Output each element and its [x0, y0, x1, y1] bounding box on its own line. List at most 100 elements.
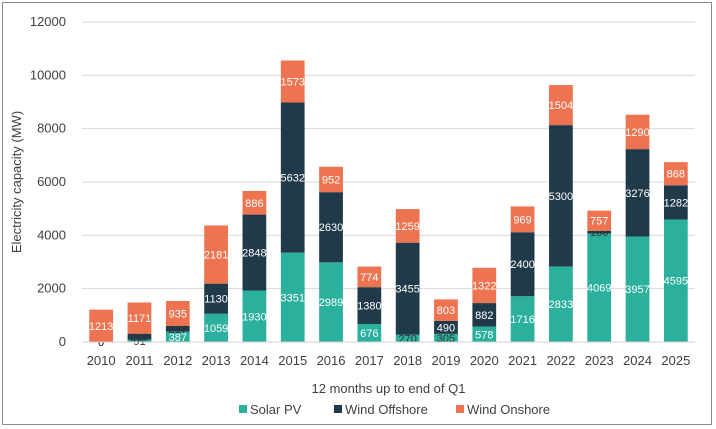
- legend-item: Solar PV: [239, 402, 302, 417]
- x-tick-label: 2017: [355, 353, 384, 368]
- bar-segment-wind-offshore: [663, 185, 688, 220]
- bar-segment-solar-pv: [242, 290, 267, 342]
- x-tick-label: 2023: [585, 353, 614, 368]
- data-label: 969: [513, 214, 531, 226]
- data-label: 757: [590, 216, 608, 228]
- bar-stack-2018: 270 3455 1259: [395, 209, 420, 345]
- bar-stack-2021: 1716 2400 969: [510, 206, 535, 342]
- bar-segment-wind-offshore: [549, 125, 573, 267]
- data-label: 1290: [625, 127, 649, 139]
- legend-swatch: [239, 405, 247, 413]
- y-tick-label: 2000: [37, 281, 66, 296]
- bar-segment-wind-onshore: [625, 114, 650, 150]
- data-label: 868: [667, 169, 685, 181]
- bar-segment-wind-offshore: [510, 232, 535, 297]
- bar-segment-wind-onshore: [242, 190, 267, 215]
- x-tick-label: 2022: [546, 353, 575, 368]
- x-tick-label: 2021: [508, 353, 537, 368]
- legend-label: Solar PV: [250, 402, 302, 417]
- bar-segment-solar-pv: [357, 323, 382, 342]
- data-label: 1059: [204, 323, 228, 335]
- bar-segment-solar-pv: [204, 313, 228, 342]
- bar-segment-solar-pv: [472, 326, 497, 342]
- data-label: 1130: [204, 294, 228, 306]
- y-tick-label: 4000: [37, 227, 66, 242]
- bar-segment-solar-pv: [127, 339, 152, 342]
- legend-label: Wind Onshore: [467, 402, 550, 417]
- data-label: 1380: [357, 301, 381, 313]
- data-label: 3276: [625, 188, 649, 200]
- bar-segment-solar-pv: [625, 236, 650, 342]
- bar-segment-wind-onshore: [510, 206, 535, 233]
- bar-segment-wind-offshore: [280, 102, 305, 253]
- x-tick-label: 2015: [278, 353, 307, 368]
- data-label: 774: [360, 272, 378, 284]
- bar-segment-wind-offshore: [127, 333, 152, 340]
- bar-segment-solar-pv: [280, 252, 305, 342]
- data-label: 3957: [625, 284, 649, 296]
- y-tick-label: 8000: [37, 121, 66, 136]
- bar-segment-wind-offshore: [242, 214, 267, 291]
- bar-segment-wind-offshore: [472, 303, 497, 327]
- data-label: 2630: [319, 222, 343, 234]
- bar-segment-wind-onshore: [127, 302, 152, 334]
- bar-segment-solar-pv: [434, 333, 458, 342]
- bar-segment-solar-pv: [510, 296, 535, 342]
- legend-swatch: [334, 405, 342, 413]
- data-label: 2833: [549, 299, 573, 311]
- data-label: 219: [130, 332, 148, 344]
- bar-segment-wind-offshore: [319, 192, 343, 263]
- data-label: 886: [245, 198, 263, 210]
- legend-label: Wind Offshore: [345, 402, 428, 417]
- bar-segment-wind-onshore: [357, 266, 382, 288]
- bar-stack-2017: 676 1380 774: [357, 266, 382, 342]
- bar-segment-wind-onshore: [395, 209, 420, 243]
- data-label: 882: [475, 310, 493, 322]
- legend-swatch: [456, 405, 464, 413]
- x-tick-label: 2025: [661, 353, 690, 368]
- legend-item: Wind Onshore: [456, 402, 550, 417]
- data-label: 1930: [242, 311, 266, 323]
- bar-segment-wind-onshore: [89, 309, 114, 342]
- data-label: 2181: [204, 250, 228, 262]
- data-label: 803: [437, 305, 455, 317]
- data-label: 578: [475, 329, 493, 341]
- x-axis-title: 12 months up to end of Q1: [312, 381, 466, 396]
- x-tick-label: 2019: [432, 353, 461, 368]
- data-label: 3455: [395, 284, 419, 296]
- data-label: 217: [169, 324, 187, 336]
- bar-stack-2015: 3351 5632 1573: [280, 60, 305, 342]
- bars: 0012139121911713872179351059113021811930…: [89, 60, 688, 349]
- data-label: 3351: [280, 292, 304, 304]
- y-axis-ticks: 0 2000 4000 6000 8000 10000 12000: [30, 14, 66, 349]
- bar-segment-wind-onshore: [472, 267, 497, 304]
- x-tick-label: 2014: [240, 353, 269, 368]
- bar-segment-wind-onshore: [663, 162, 688, 186]
- data-label: 305: [437, 333, 455, 345]
- data-label: 952: [322, 174, 340, 186]
- bar-segment-wind-offshore: [625, 149, 650, 237]
- bar-segment-wind-onshore: [319, 166, 343, 193]
- legend-item: Wind Offshore: [334, 402, 428, 417]
- bar-segment-solar-pv: [549, 266, 573, 342]
- data-label: 5632: [280, 173, 304, 185]
- x-tick-label: 2018: [393, 353, 422, 368]
- bar-segment-solar-pv: [395, 334, 420, 342]
- bar-segment-wind-offshore: [587, 230, 612, 234]
- data-label: 1171: [128, 313, 152, 325]
- x-tick-label: 2024: [623, 353, 652, 368]
- data-label: 387: [169, 332, 187, 344]
- data-label: 4069: [587, 283, 611, 295]
- bar-stack-2025: 4595 1282 868: [664, 162, 688, 342]
- bar-segment-wind-offshore: [357, 287, 382, 324]
- x-tick-label: 2012: [163, 353, 192, 368]
- data-label: 1213: [89, 321, 113, 333]
- data-label: 0: [98, 337, 104, 349]
- bar-segment-wind-offshore: [395, 242, 420, 335]
- legend: Solar PV Wind Offshore Wind Onshore: [239, 402, 550, 417]
